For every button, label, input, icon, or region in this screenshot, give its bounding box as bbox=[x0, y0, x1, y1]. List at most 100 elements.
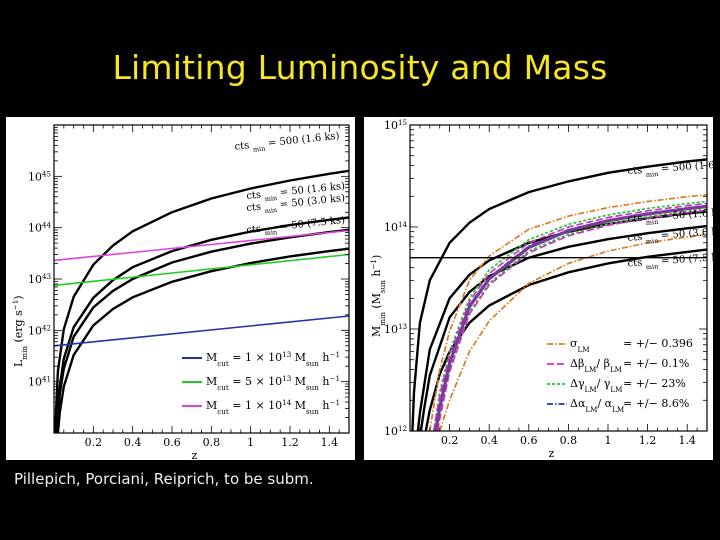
legend-value: = +/− 23% bbox=[623, 377, 686, 390]
x-axis-label: z bbox=[549, 447, 555, 460]
legend-entry-part: LM bbox=[585, 385, 597, 394]
threshold-curve bbox=[56, 247, 349, 433]
curve-label-part: cts bbox=[627, 213, 646, 225]
curve-label-part: cts bbox=[627, 232, 646, 244]
x-axis-label: z bbox=[192, 449, 198, 460]
curve-label: cts min = 500 (1.6 ks) bbox=[627, 159, 713, 180]
curve-label-part: min bbox=[646, 237, 659, 246]
x-tick-label: 1.2 bbox=[281, 436, 299, 449]
legend-entry-part: Δγ bbox=[570, 377, 585, 390]
citation: Pillepich, Porciani, Reiprich, to be sub… bbox=[14, 470, 314, 488]
x-tick-label: 0.8 bbox=[560, 434, 578, 447]
y-tick-label-part: 13 bbox=[398, 322, 408, 331]
legend-entry-part: LM bbox=[610, 385, 622, 394]
threshold-curve bbox=[419, 224, 707, 431]
legend-entry-part: h bbox=[319, 399, 330, 412]
series-line bbox=[54, 229, 349, 262]
y-tick-label: 1041 bbox=[28, 374, 51, 389]
y-axis-label-part: ) bbox=[370, 255, 383, 259]
plot-area bbox=[410, 158, 707, 431]
curve-label-part: = 50 (3.0 ks) bbox=[658, 226, 713, 242]
legend-entry-part: M bbox=[206, 375, 217, 388]
x-tick-label: 1 bbox=[605, 434, 612, 447]
curve-label-part: cts bbox=[246, 201, 265, 214]
threshold-curve bbox=[54, 169, 349, 433]
y-tick-label-part: 10 bbox=[384, 425, 398, 438]
legend-entry-part: −1 bbox=[329, 350, 340, 359]
series-line bbox=[438, 233, 707, 431]
luminosity-chart: cts min = 500 (1.6 ks)cts min = 50 (1.6 … bbox=[11, 124, 350, 462]
series-line bbox=[54, 253, 349, 287]
y-tick-label-part: 10 bbox=[384, 323, 398, 336]
y-tick-label: 1045 bbox=[28, 169, 51, 184]
legend-entry-part: h bbox=[319, 351, 330, 364]
legend-entry-part: 13 bbox=[282, 374, 292, 383]
series-line bbox=[54, 315, 349, 347]
curve-label-part: min bbox=[264, 228, 277, 237]
legend-entry: ΔγLM/ γLM bbox=[570, 377, 622, 394]
legend-value: = +/− 0.1% bbox=[623, 357, 689, 370]
x-tick-label: 1.4 bbox=[321, 436, 339, 449]
legend: Mcut = 1 × 1013 Msun h−1 Mcut = 5 × 1013 … bbox=[182, 350, 340, 416]
legend-entry-part: / α bbox=[597, 397, 612, 410]
legend-entry-part: σ bbox=[570, 337, 578, 350]
y-axis-label-part: −1 bbox=[11, 300, 20, 311]
y-axis-label: Lmin (erg s−1) bbox=[11, 295, 29, 367]
legend-entry-part: Δα bbox=[570, 397, 586, 410]
legend-entry-part: 13 bbox=[282, 350, 292, 359]
threshold-curve bbox=[55, 228, 349, 433]
x-tick-label: 0.2 bbox=[441, 434, 459, 447]
legend-entry: ΔαLM/ αLM bbox=[570, 397, 624, 414]
curve-label-part: min bbox=[646, 170, 659, 179]
y-axis-label-part: min bbox=[378, 312, 387, 326]
legend-entry: σLM bbox=[570, 337, 590, 354]
y-axis-label-part: M bbox=[370, 326, 383, 337]
y-tick-label: 1012 bbox=[384, 424, 407, 439]
legend-value: = +/− 8.6% bbox=[623, 397, 689, 410]
curve-label-part: min bbox=[646, 218, 659, 227]
curve-label-part: cts bbox=[627, 165, 646, 177]
mass-chart-panel: cts min = 500 (1.6 ks)cts min = 50 (1.6 … bbox=[364, 117, 720, 460]
legend-entry: Mcut = 1 × 1014 Msun h−1 bbox=[206, 398, 340, 416]
threshold-curve bbox=[54, 216, 349, 433]
legend-entry-part: = 1 × 10 bbox=[229, 351, 282, 364]
y-tick-label-part: 10 bbox=[28, 376, 42, 389]
y-tick-label-part: 10 bbox=[28, 170, 42, 183]
y-tick-label-part: 42 bbox=[42, 323, 51, 332]
legend-entry-part: cut bbox=[217, 407, 229, 416]
y-tick-label: 1044 bbox=[28, 220, 52, 235]
curve-label-part: min bbox=[646, 262, 659, 271]
series-line bbox=[434, 204, 707, 431]
y-tick-label-part: 44 bbox=[42, 220, 52, 229]
y-tick-label-part: 10 bbox=[384, 221, 398, 234]
y-axis-label: Mmin (Msun h−1) bbox=[369, 255, 387, 337]
legend-entry-part: LM bbox=[578, 345, 590, 354]
curve-label-part: min bbox=[264, 194, 277, 203]
curve-label-part: cts bbox=[627, 257, 646, 269]
curve-label: cts min = 50 (1.6 ks) bbox=[627, 207, 713, 228]
x-tick-label: 1.2 bbox=[639, 434, 657, 447]
legend-entry-part: / γ bbox=[597, 377, 611, 390]
x-tick-label: 0.8 bbox=[203, 436, 221, 449]
x-tick-label: 1 bbox=[247, 436, 254, 449]
x-tick-label: 0.6 bbox=[520, 434, 538, 447]
legend-entry-part: sun bbox=[306, 359, 319, 368]
legend-entry: ΔβLM/ βLM bbox=[570, 357, 622, 374]
y-tick-label-part: 45 bbox=[42, 169, 51, 178]
y-axis-label-part: (M bbox=[370, 293, 383, 312]
curve-label: cts min = 500 (1.6 ks) bbox=[234, 131, 340, 156]
x-tick-label: 1.4 bbox=[678, 434, 696, 447]
legend-value: = +/− 0.396 bbox=[623, 337, 693, 350]
y-axis-label-part: −1 bbox=[369, 259, 378, 270]
series-line bbox=[428, 193, 707, 431]
y-axis-label-part: h bbox=[370, 270, 383, 281]
y-tick-label: 1042 bbox=[28, 323, 51, 338]
curve-label-part: = 50 (1.6 ks) bbox=[658, 207, 713, 223]
legend-entry: Mcut = 5 × 1013 Msun h−1 bbox=[206, 374, 340, 392]
curve-label-part: min bbox=[264, 206, 277, 215]
luminosity-chart-panel: cts min = 500 (1.6 ks) cts min = 50 (1.6 … bbox=[6, 117, 355, 462]
legend-entry: Mcut = 1 × 1013 Msun h−1 bbox=[206, 350, 340, 368]
legend-entry-part: / β bbox=[596, 357, 610, 370]
curve-label-part: cts bbox=[234, 140, 253, 153]
